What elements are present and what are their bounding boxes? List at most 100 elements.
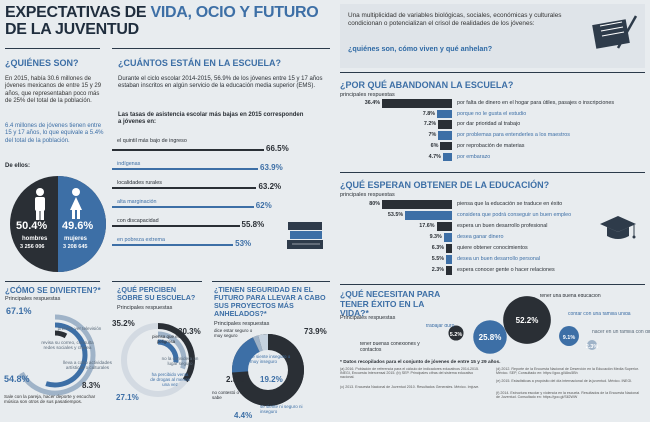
perciben-divider (112, 281, 202, 282)
seguridad-label: dice estar seguro o muy seguro (214, 328, 253, 338)
seguridad-label: se siente inseguro o muy inseguro (250, 354, 291, 364)
esperan-bar (405, 211, 452, 220)
abandonan-bar-value: 7% (428, 132, 437, 139)
quienes-heading: ¿QUIÉNES SON? (5, 58, 79, 68)
seguridad-label: no contestó o no sabe (212, 390, 246, 400)
source-item: (c) 2013. Encuesta Nacional de Juventud … (340, 385, 480, 389)
abandonan-bar-label: por falta de dinero en el hogar para úti… (457, 100, 615, 106)
women-label: mujeres (64, 236, 88, 242)
necesitan-label: nacer en un familia con dinero (592, 330, 650, 335)
necesitan-label: trabajar duro (426, 324, 455, 329)
divierten-heading: ¿CÓMO SE DIVIERTEN?* (5, 286, 101, 295)
escuela-bar (112, 149, 264, 151)
abandonan-bar-label: por reprobación de materias (457, 142, 525, 149)
title-part-1: EXPECTATIVAS DE (5, 4, 151, 21)
intro-question: ¿quiénes son, cómo viven y qué anhelan? (348, 44, 493, 53)
escuela-bar-label: el quintil más bajo de ingreso (117, 138, 187, 144)
abandonan-bar-label: por problemas para entenderles a los mae… (457, 132, 570, 139)
men-pct: 50.4% (16, 220, 48, 232)
graduation-cap-icon (600, 216, 636, 239)
source-item: (e) 2015. Estadísticas a propósito del d… (496, 379, 633, 383)
escuela-bar (112, 187, 257, 189)
esperan-bar-label: desea un buen desarrollo personal (457, 256, 541, 262)
esperan-bar (446, 266, 452, 275)
escuela-p1: Durante el ciclo escolar 2014-2015, 56.9… (118, 76, 323, 90)
abandonan-bar (437, 109, 452, 119)
necesitan-value: 5.2% (450, 332, 463, 338)
escuela-bar (112, 168, 259, 170)
perciben-arc-1 (157, 323, 195, 383)
escuela-bar-value: 55.8% (241, 220, 265, 229)
abandonan-bar (382, 99, 452, 108)
women-count: 3 208 645 (63, 244, 88, 250)
quienes-de-ellos: De ellos: (5, 163, 31, 169)
escuela-bar-value: 62% (255, 201, 272, 210)
seguridad-value: 19.2% (260, 375, 283, 384)
necesitan-bubble (503, 296, 551, 344)
esperan-sub: principales respuestas (340, 192, 395, 198)
esperan-heading: ¿QUÉ ESPERAN OBTENER DE LA EDUCACIÓN? (340, 180, 550, 190)
esperan-divider (340, 172, 645, 173)
intro-box: Una multiplicidad de variables biológica… (340, 4, 645, 68)
abandonan-bar-label: por dar prioridad al trabajo (457, 121, 521, 128)
escuela-bar-label: indígenas (117, 161, 141, 167)
perciben-value: 30.3% (178, 327, 201, 336)
perciben-label: no la considera un lugar seguro (161, 356, 199, 366)
abandonan-sub: principales respuestas (340, 92, 395, 98)
divierten-label: prefiere ver televisión (57, 326, 102, 331)
sources: (a) 2016. Población de referencia para e… (340, 367, 645, 415)
necesitan-value: 52.2% (516, 316, 539, 325)
abandonan-bar-label: porque no le gusta el estudio (457, 110, 527, 117)
title-part-2: VIDA, OCIO Y FUTURO (150, 4, 319, 21)
esperan-bar-label: espera un buen desarrollo profesional (457, 223, 548, 229)
abandonan-divider (340, 72, 645, 73)
escuela-bar-label: en pobreza extrema (117, 237, 165, 243)
seguridad-chart: 73.9% 19.2% 2.5% 4.4% dice estar seguro o mu… (212, 327, 327, 420)
escuela-bar-label: localidades rurales (117, 180, 162, 186)
men-label: hombres (22, 236, 48, 242)
escuela-chart: el quintil más bajo de ingreso 66.5% indíg… (112, 138, 332, 260)
necesitan-label: tener una buena educación (540, 294, 601, 299)
perciben-heading: ¿QUÉ PERCIBEN SOBRE SU ESCUELA? (117, 285, 196, 302)
quienes-p1: En 2015, había 30.6 millones de jóvenes … (5, 76, 102, 105)
necesitan-bubble (559, 326, 579, 346)
esperan-bar-label: quiere obtener conocimientos (457, 245, 528, 251)
escuela-bar (112, 206, 254, 208)
necesitan-bubble (586, 339, 598, 351)
abandonan-bar-value: 36.4% (364, 100, 380, 106)
esperan-bar-value: 6.3% (431, 245, 444, 251)
gender-circle (10, 176, 106, 272)
necesitan-heading: ¿QUÉ NECESITAN PARA TENER ÉXITO EN LA VI… (340, 289, 440, 318)
esperan-bar (446, 244, 452, 253)
quienes-p2: 6.4 millones de jóvenes tienen entre 15 … (5, 123, 104, 144)
seguridad-value: 73.9% (304, 327, 327, 336)
escuela-heading: ¿CUÁNTOS ESTÁN EN LA ESCUELA? (118, 58, 282, 68)
divierten-label: revisa su correo, consulta redes sociale… (41, 340, 94, 351)
abandonan-bar (442, 152, 452, 162)
escuela-bar (112, 225, 240, 227)
necesitan-value: 25.8% (479, 333, 502, 342)
escuela-p2: Las tasas de asistencia escolar más baja… (118, 112, 304, 126)
escuela-bar-value: 63.9% (260, 163, 283, 172)
divierten-arc-1 (19, 314, 96, 396)
title-part-3: DE LA JUVENTUD (5, 21, 139, 38)
seguridad-divider (212, 281, 330, 282)
esperan-bar-value: 80% (369, 201, 380, 207)
divierten-divider (5, 281, 100, 282)
escuela-bar-value: 63.2% (258, 182, 282, 191)
book-pen-icon (592, 15, 638, 49)
divierten-arc-2 (45, 322, 88, 388)
abandonan-bar-value: 7.8% (422, 110, 435, 117)
seguridad-value: 4.4% (234, 411, 252, 420)
necesitan-sub: Principales respuestas (340, 315, 396, 321)
abandonan-bar-value: 7.2% (423, 121, 437, 128)
books-icon (287, 222, 323, 249)
abandonan-bar (438, 120, 452, 130)
perciben-label: ha percibido venta de drogas al menos un… (150, 372, 190, 387)
perciben-value: 35.2% (112, 319, 135, 328)
necesitan-label: contar con una familia unida (568, 312, 631, 317)
divierten-value: 8.3% (82, 381, 100, 390)
divierten-note: Sale con la pareja, hacer deporte y escu… (4, 394, 96, 405)
seguridad-value: 2.5% (226, 375, 244, 384)
esperan-bar (436, 222, 452, 231)
